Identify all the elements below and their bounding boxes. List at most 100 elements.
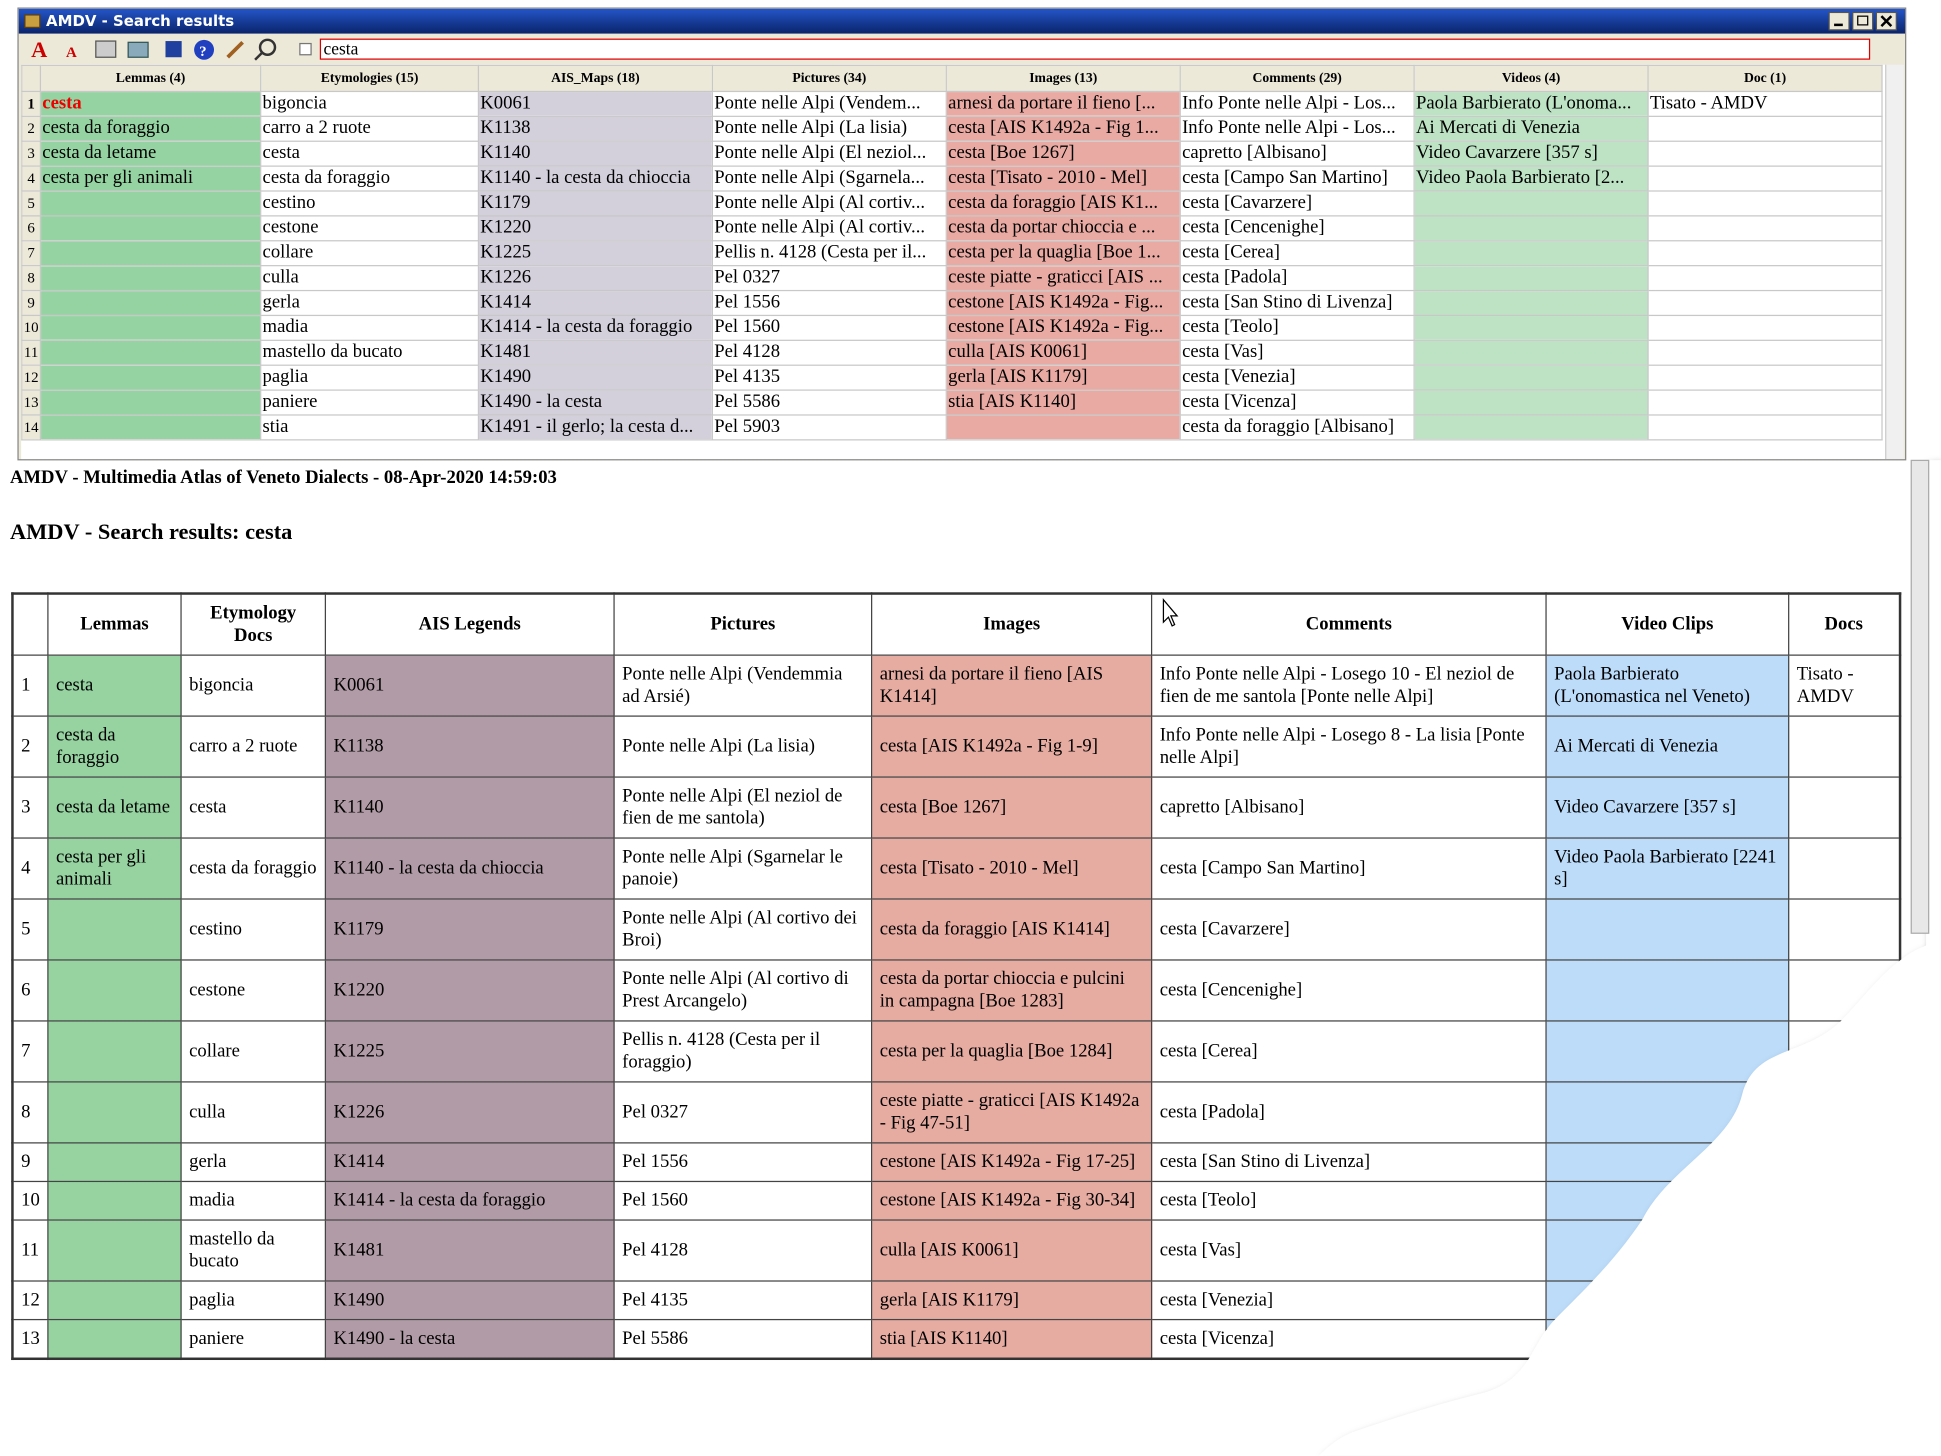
report-cell: gerla: [180, 1142, 327, 1183]
report-cell: K1138: [324, 715, 615, 778]
grid-cell: cesta da foraggio [Albisano]: [1179, 414, 1415, 441]
report-cell: cesta [Cencenighe]: [1150, 959, 1547, 1022]
report-cell: Pel 4135: [613, 1280, 873, 1321]
report-cell: Info Ponte nelle Alpi - Losego 10 - El n…: [1150, 654, 1547, 717]
report-cell: collare: [180, 1020, 327, 1083]
grid-cell: [1647, 289, 1883, 317]
row-number: 14: [21, 414, 42, 441]
report-cell: cesta [Teolo]: [1150, 1180, 1547, 1221]
grid-cell: cesta: [39, 90, 262, 117]
column-header: Comments: [1150, 592, 1547, 656]
report-row: 3 cesta da letame cesta K1140 Ponte nelle Al…: [11, 776, 1901, 839]
column-header: Etymologies (15): [260, 64, 480, 93]
grid-cell: Paola Barbierato (L'onoma...: [1413, 90, 1649, 117]
grid-cell: K1140 - la cesta da chioccia: [477, 165, 713, 192]
row-number: 10: [21, 314, 42, 341]
search-window: AMDV - Search results A A ? cesta Lemmas …: [17, 7, 1907, 461]
grid-cell: cestone [AIS K1492a - Fig...: [945, 289, 1181, 317]
report-header: Lemmas Etymology Docs AIS Legends Pictures I…: [11, 592, 1901, 656]
grid-row: 5 cestino K1179 Ponte nelle Alpi (Al cortiv…: [21, 190, 1883, 217]
report-cell: cesta [Boe 1267]: [871, 776, 1153, 839]
report-cell: cestone [AIS K1492a - Fig 30-34]: [871, 1180, 1153, 1221]
grid-cell: K1226: [477, 265, 713, 292]
grid-cell: [1647, 414, 1883, 441]
grid-cell: [39, 339, 262, 366]
grid-row: 6 cestone K1220 Ponte nelle Alpi (Al cortiv…: [21, 215, 1883, 242]
grid-cell: Pel 4128: [711, 339, 947, 366]
report-cell: Paola Barbierato (L'onomastica nel Venet…: [1545, 654, 1790, 717]
row-number: 11: [21, 339, 42, 366]
svg-text:A: A: [66, 45, 77, 61]
grid-cell: Ai Mercati di Venezia: [1413, 115, 1649, 142]
report-cell: [47, 1180, 182, 1221]
grid-row: 11 mastello da bucato K1481 Pel 4128 culla […: [21, 339, 1883, 366]
grid-cell: cesta da foraggio: [39, 115, 262, 142]
report-cell: cesta [Vas]: [1150, 1219, 1547, 1282]
grid-cell: [945, 414, 1181, 441]
grid-cell: K1414: [477, 289, 713, 317]
grid-cell: cesta [Boe 1267]: [945, 140, 1181, 167]
report-cell: K1414 - la cesta da foraggio: [324, 1180, 615, 1221]
grid-cell: cesta [AIS K1492a - Fig 1...: [945, 115, 1181, 142]
report-cell: K1179: [324, 898, 615, 961]
report-cell: gerla [AIS K1179]: [871, 1280, 1153, 1321]
row-number: 2: [11, 715, 49, 778]
row-number: 4: [11, 837, 49, 900]
row-number: 9: [21, 289, 42, 317]
column-header: AIS_Maps (18): [477, 64, 713, 93]
report-cell: cesta da foraggio: [47, 715, 182, 778]
grid-cell: [39, 364, 262, 391]
grid-cell: cesta [Campo San Martino]: [1179, 165, 1415, 192]
row-number: 11: [11, 1219, 49, 1282]
report-cell: cesta da foraggio [AIS K1414]: [871, 898, 1153, 961]
toolbar-buttons[interactable]: A A ?: [19, 35, 318, 65]
column-header: Images: [871, 592, 1153, 656]
grid-cell: Pellis n. 4128 (Cesta per il...: [711, 240, 947, 267]
grid-cell: culla [AIS K0061]: [945, 339, 1181, 366]
report-cell: K1225: [324, 1020, 615, 1083]
row-number: 2: [21, 115, 42, 142]
report-cell: culla: [180, 1081, 327, 1144]
grid-row: 12 paglia K1490 Pel 4135 gerla [AIS K1179] ce…: [21, 364, 1883, 391]
grid-cell: gerla: [260, 289, 480, 317]
search-box[interactable]: cesta: [319, 38, 1871, 60]
grid-cell: Ponte nelle Alpi (Al cortiv...: [711, 215, 947, 242]
grid-cell: cesta da portar chioccia e ...: [945, 215, 1181, 242]
report-cell: cestino: [180, 898, 327, 961]
grid-row: 10 madia K1414 - la cesta da foraggio Pel 1…: [21, 314, 1883, 341]
report-cell: K1140: [324, 776, 615, 839]
grid-cell: Video Cavarzere [357 s]: [1413, 140, 1649, 167]
window-controls[interactable]: [1828, 11, 1903, 31]
grid-cell: Pel 5903: [711, 414, 947, 441]
grid-cell: cesta [Vas]: [1179, 339, 1415, 366]
grid-cell: cesta [Cerea]: [1179, 240, 1415, 267]
report-cell: stia [AIS K1140]: [871, 1318, 1153, 1360]
report-cell: [47, 1318, 182, 1360]
report-cell: Ponte nelle Alpi (Sgarnelar le panoie): [613, 837, 873, 900]
report-cell: cesta [San Stino di Livenza]: [1150, 1142, 1547, 1183]
column-header: Docs: [1788, 592, 1901, 656]
grid-cell: K1481: [477, 339, 713, 366]
report-cell: cesta [Cavarzere]: [1150, 898, 1547, 961]
report-cell: Ponte nelle Alpi (La lisia): [613, 715, 873, 778]
report-cell: [47, 959, 182, 1022]
report-cell: cesta: [180, 776, 327, 839]
report-cell: Info Ponte nelle Alpi - Losego 8 - La li…: [1150, 715, 1547, 778]
grid-cell: K1414 - la cesta da foraggio: [477, 314, 713, 341]
report-cell: Ponte nelle Alpi (El neziol de fien de m…: [613, 776, 873, 839]
grid-cell: Ponte nelle Alpi (Sgarnela...: [711, 165, 947, 192]
grid-cell: cesta [Vicenza]: [1179, 389, 1415, 416]
scrollbar[interactable]: [1885, 64, 1904, 460]
grid-row: 13 paniere K1490 - la cesta Pel 5586 stia [A…: [21, 389, 1883, 416]
report-cell: culla [AIS K0061]: [871, 1219, 1153, 1282]
grid-cell: collare: [260, 240, 480, 267]
grid-cell: arnesi da portare il fieno [...: [945, 90, 1181, 117]
results-grid: Lemmas (4) Etymologies (15) AIS_Maps (18) P…: [21, 64, 1886, 460]
report-row: 12 paglia K1490 Pel 4135 gerla [AIS K1179] ce…: [11, 1280, 1901, 1321]
row-number: 1: [21, 90, 42, 117]
column-header: Etymology Docs: [180, 592, 327, 656]
grid-cell: madia: [260, 314, 480, 341]
grid-cell: [1413, 414, 1649, 441]
column-header: Doc (1): [1647, 64, 1883, 93]
